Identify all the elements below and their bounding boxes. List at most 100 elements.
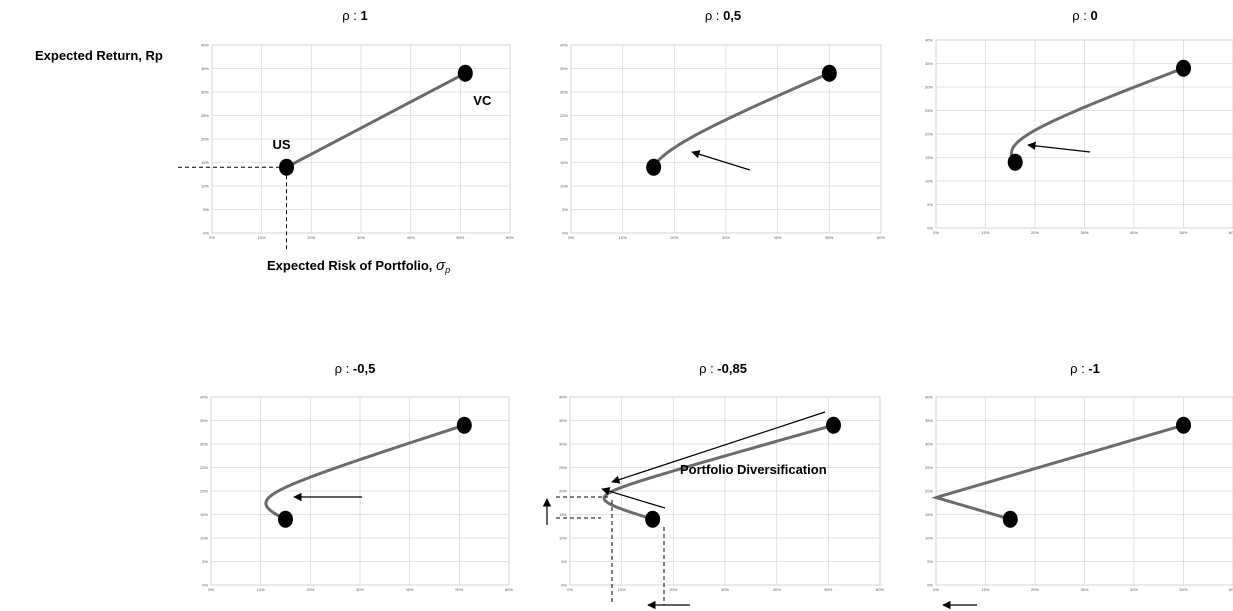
y-tick-label: 35% xyxy=(925,61,933,66)
y-tick-label: 40% xyxy=(560,43,568,48)
y-tick-label: 20% xyxy=(559,489,567,494)
y-tick-label: 35% xyxy=(925,418,933,423)
x-tick-label: 40% xyxy=(1130,230,1138,235)
y-tick-label: 0% xyxy=(202,583,208,588)
y-tick-label: 35% xyxy=(200,418,208,423)
callout-arrow xyxy=(1027,141,1091,153)
x-tick-label: 0% xyxy=(567,587,573,592)
x-tick-label: 50% xyxy=(456,235,464,240)
y-tick-label: 30% xyxy=(201,90,209,95)
sigma-symbol: σ xyxy=(436,257,446,274)
us-label: US xyxy=(273,137,291,152)
x-tick-label: 40% xyxy=(407,235,415,240)
x-tick-label: 20% xyxy=(1031,587,1039,592)
panel-title: ρ : -0,5 xyxy=(335,361,376,376)
y-tick-label: 10% xyxy=(201,184,209,189)
asset-point-us xyxy=(279,158,294,176)
y-tick-label: 0% xyxy=(561,583,567,588)
panel-title-prefix: ρ : xyxy=(699,361,717,376)
asset-point-us xyxy=(278,510,293,528)
y-tick-label: 40% xyxy=(925,38,933,43)
callout-arrow xyxy=(601,487,666,509)
y-tick-label: 20% xyxy=(560,137,568,142)
x-tick-label: 30% xyxy=(356,587,364,592)
panel-title-prefix: ρ : xyxy=(335,361,353,376)
y-tick-label: 15% xyxy=(925,155,933,160)
y-tick-label: 5% xyxy=(927,559,933,564)
y-tick-label: 15% xyxy=(200,512,208,517)
y-tick-label: 40% xyxy=(201,43,209,48)
y-tick-label: 0% xyxy=(203,231,209,236)
y-tick-label: 15% xyxy=(560,160,568,165)
x-axis-label: Expected Risk of Portfolio, σp xyxy=(267,257,450,275)
annotations: US VC xyxy=(178,93,1091,610)
y-tick-label: 0% xyxy=(927,226,933,231)
asset-point-us xyxy=(1007,153,1023,171)
y-tick-label: 30% xyxy=(560,90,568,95)
panel-title: ρ : 1 xyxy=(342,8,367,23)
y-tick-label: 0% xyxy=(927,583,933,588)
frontier-curve xyxy=(602,423,835,521)
y-tick-label: 15% xyxy=(559,512,567,517)
x-tick-label: 20% xyxy=(1031,230,1039,235)
y-tick-label: 25% xyxy=(925,108,933,113)
panel-title-prefix: ρ : xyxy=(1072,8,1090,23)
x-tick-label: 50% xyxy=(1179,587,1187,592)
x-tick-label: 60% xyxy=(1229,230,1233,235)
sigma-subscript: p xyxy=(444,265,450,275)
x-tick-label: 50% xyxy=(824,587,832,592)
x-tick-label: 0% xyxy=(208,587,214,592)
y-tick-label: 10% xyxy=(925,536,933,541)
panel-title: ρ : 0 xyxy=(1072,8,1097,23)
x-tick-label: 10% xyxy=(981,230,989,235)
panel-title: ρ : -0,85 xyxy=(699,361,747,376)
y-tick-label: 30% xyxy=(200,442,208,447)
x-tick-label: 60% xyxy=(506,235,514,240)
y-tick-label: 20% xyxy=(925,489,933,494)
x-tick-label: 30% xyxy=(721,587,729,592)
vc-label: VC xyxy=(473,93,492,108)
efficient-frontier-panel: ρ : 0,5 0% 10% 20% 30% 40% 50% 60% 0% 5% 10% 15% 20%… xyxy=(560,8,885,240)
efficient-frontier-panel: ρ : 10% 10% 20% 30% 40% 50% 60%0%5%10%15%20%25… xyxy=(201,8,514,240)
x-tick-label: 60% xyxy=(877,235,885,240)
y-tick-label: 25% xyxy=(925,465,933,470)
efficient-frontier-panel: ρ : -1 0% 10% 20% 30% 40% 50% 60% 0% 5% 10% 15% 20% 2… xyxy=(925,361,1233,592)
y-tick-label: 10% xyxy=(925,179,933,184)
y-tick-label: 5% xyxy=(562,207,568,212)
x-tick-label: 10% xyxy=(618,587,626,592)
x-tick-label: 0% xyxy=(209,235,215,240)
asset-point-vc xyxy=(821,64,837,82)
y-tick-label: 25% xyxy=(200,465,208,470)
x-tick-label: 20% xyxy=(307,235,315,240)
x-tick-label: 40% xyxy=(1130,587,1138,592)
y-tick-label: 10% xyxy=(200,536,208,541)
y-tick-label: 30% xyxy=(925,85,933,90)
asset-point-vc xyxy=(1176,59,1191,77)
y-tick-label: 25% xyxy=(560,113,568,118)
x-tick-label: 40% xyxy=(774,235,782,240)
x-tick-label: 0% xyxy=(933,230,939,235)
y-tick-label: 10% xyxy=(560,184,568,189)
x-tick-label: 30% xyxy=(357,235,365,240)
panel-title-value: 0,5 xyxy=(723,8,741,23)
frontier-curve xyxy=(652,71,831,169)
panel-title-prefix: ρ : xyxy=(342,8,360,23)
y-tick-label: 30% xyxy=(925,442,933,447)
x-tick-label: 50% xyxy=(825,235,833,240)
panel-title: ρ : -1 xyxy=(1070,361,1100,376)
asset-point-us xyxy=(645,510,661,528)
efficient-frontier-panel: ρ : -0,85 0% 10% 20% 30% 40% 50% 60% 0% 5% 10% 15% 2… xyxy=(559,361,884,592)
y-tick-label: 5% xyxy=(561,559,567,564)
frontier-curve xyxy=(285,71,467,169)
x-tick-label: 10% xyxy=(258,235,266,240)
x-tick-label: 50% xyxy=(1179,230,1187,235)
panel-title-value: -1 xyxy=(1088,361,1100,376)
asset-point-us xyxy=(1002,510,1018,528)
y-tick-label: 0% xyxy=(562,231,568,236)
x-tick-label: 10% xyxy=(619,235,627,240)
y-tick-label: 20% xyxy=(200,489,208,494)
y-tick-label: 40% xyxy=(200,395,208,400)
x-tick-label: 60% xyxy=(876,587,884,592)
y-tick-label: 35% xyxy=(201,66,209,71)
